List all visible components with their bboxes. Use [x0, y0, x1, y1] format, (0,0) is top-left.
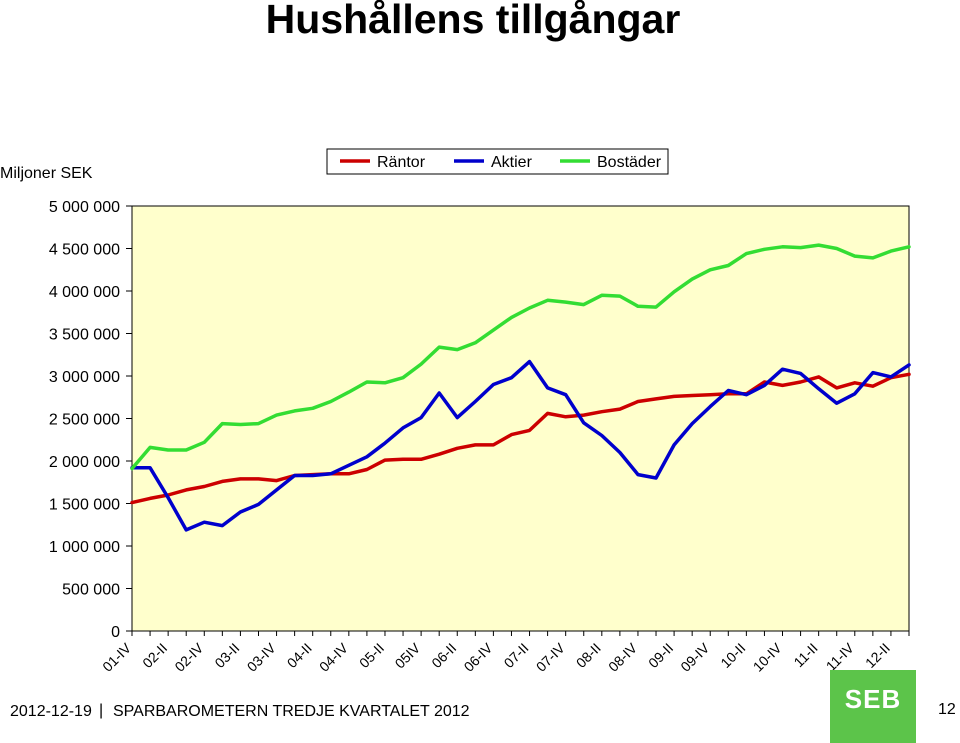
x-tick-label: 02-II: [139, 640, 170, 671]
y-tick-label: 5 000 000: [49, 199, 120, 216]
x-tick-label: 10-II: [717, 640, 748, 671]
seb-logo-text: SEB: [844, 684, 902, 714]
y-tick-label: 1 000 000: [49, 539, 120, 556]
x-tick-label: 11-IV: [823, 639, 858, 674]
footer-date: 2012-12-19: [10, 703, 92, 720]
x-tick-label: 06-II: [428, 640, 459, 671]
x-tick-label: 02-IV: [171, 639, 206, 674]
y-axis-unit-label: Miljoner SEK: [0, 165, 93, 182]
plot-area: [131, 205, 910, 632]
x-tick-label: 03-IV: [244, 639, 279, 674]
x-axis: 01-IV 02-II 02-IV 03-II 03-IV 04-II 04-IV 05-II…: [99, 631, 910, 675]
x-tick-label: 10-IV: [750, 639, 785, 674]
page-number: 12: [938, 701, 956, 718]
legend-label-3: Bostäder: [597, 154, 662, 171]
x-tick-label: 03-II: [211, 640, 242, 671]
x-tick-label: 06-IV: [461, 639, 496, 674]
x-tick-label: 09-IV: [677, 639, 712, 674]
x-tick-label: 09-II: [645, 640, 676, 671]
legend-label-2: Aktier: [491, 154, 533, 171]
footer-title: SPARBAROMETERN TREDJE KVARTALET 2012: [113, 703, 470, 720]
series-line-3: [130, 243, 911, 471]
x-tick-label: 07-II: [501, 640, 532, 671]
x-tick-label: 04-II: [284, 640, 315, 671]
y-tick-label: 4 500 000: [49, 242, 120, 259]
x-tick-label: 07-IV: [533, 639, 568, 674]
chart-title: Hushållens tillgångar: [265, 0, 681, 42]
y-tick-label: 2 500 000: [49, 412, 120, 429]
y-tick-label: 3 500 000: [49, 327, 120, 344]
x-tick-label: 04-IV: [316, 639, 351, 674]
line-chart: 0 500 000 1 000 000 1 500 000 2 000 000 2 500…: [49, 148, 911, 675]
y-tick-label: 4 000 000: [49, 284, 120, 301]
x-tick-label: 11-II: [790, 640, 820, 670]
x-tick-label: 08-IV: [605, 639, 640, 674]
series-lines: [130, 243, 911, 532]
y-tick-label: 3 000 000: [49, 369, 120, 386]
y-tick-label: 0: [111, 624, 120, 641]
footer-separator: |: [99, 702, 104, 719]
x-tick-label: 01-IV: [99, 639, 134, 674]
y-tick-label: 2 000 000: [49, 454, 120, 471]
y-tick-label: 1 500 000: [49, 497, 120, 514]
x-tick-label: 12-II: [862, 640, 893, 671]
series-line-2: [130, 359, 911, 532]
seb-logo: SEB: [830, 670, 916, 743]
legend: Räntor Aktier Bostäder: [326, 148, 669, 175]
series-line-1: [130, 372, 911, 505]
x-tick-label: 05-II: [356, 640, 387, 671]
legend-box: [326, 148, 669, 175]
x-tick-label: 08-II: [573, 640, 604, 671]
y-axis: 0 500 000 1 000 000 1 500 000 2 000 000 2 500…: [49, 199, 132, 641]
y-tick-label: 500 000: [62, 582, 120, 599]
x-tick-label: 05IV: [392, 639, 424, 671]
legend-label-1: Räntor: [377, 154, 426, 171]
